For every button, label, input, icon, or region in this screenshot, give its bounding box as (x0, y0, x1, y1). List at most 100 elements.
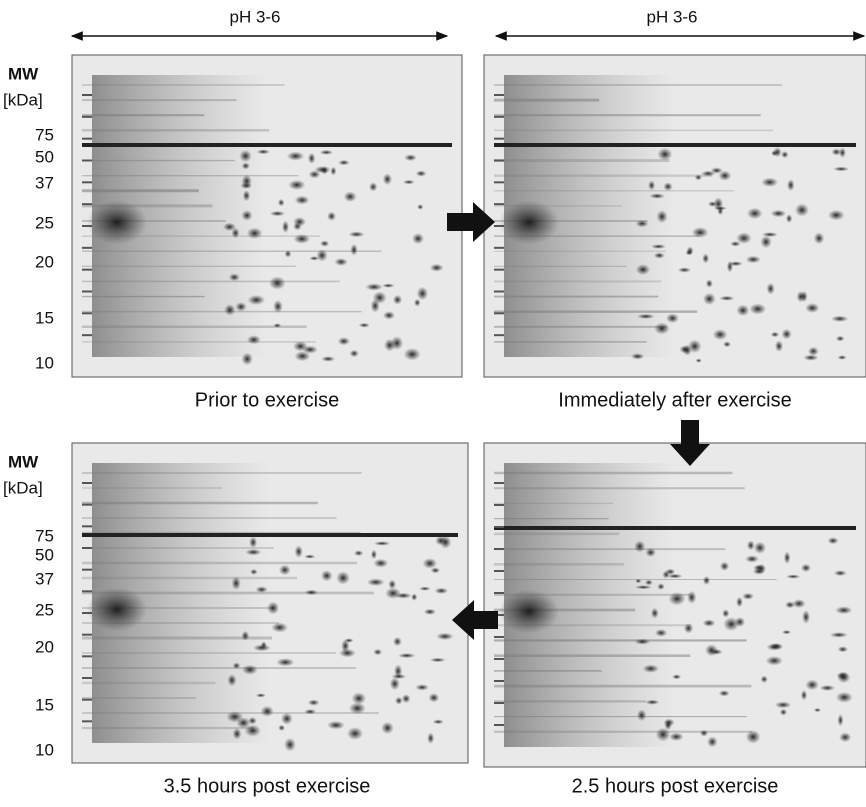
spot (278, 724, 286, 731)
spot (365, 283, 383, 291)
band (82, 533, 458, 537)
spot (231, 227, 240, 239)
spot (760, 235, 772, 249)
spot (833, 570, 847, 577)
spot (232, 662, 241, 669)
spot (227, 674, 237, 687)
spot (663, 182, 673, 192)
spot (304, 709, 317, 715)
spot (712, 329, 728, 341)
spot (245, 548, 262, 556)
spot (294, 545, 303, 558)
spot (314, 165, 331, 174)
spot (288, 179, 306, 191)
blob (499, 200, 559, 245)
caption: Immediately after exercise (558, 389, 791, 411)
spot (389, 677, 400, 691)
blob (87, 587, 147, 632)
spot (769, 642, 783, 650)
spot (330, 166, 337, 176)
spot (373, 541, 391, 546)
spot (838, 147, 847, 158)
spot (782, 630, 792, 635)
spot (282, 220, 289, 234)
spot (713, 206, 727, 211)
spot (802, 610, 811, 624)
spot (831, 148, 842, 156)
spot (248, 716, 257, 725)
spot (702, 576, 711, 585)
spot (707, 736, 718, 748)
mw-marker: 50 (35, 147, 54, 166)
spot (416, 286, 429, 301)
spot (800, 563, 812, 573)
spot (702, 292, 716, 305)
spot (415, 170, 427, 177)
spot (766, 282, 775, 295)
spot (321, 356, 336, 362)
spot (307, 699, 320, 706)
spot (241, 352, 253, 366)
spot (294, 351, 311, 362)
spot (277, 198, 285, 207)
spot (373, 558, 389, 568)
spot (428, 693, 440, 703)
mw-title: MW (8, 64, 39, 83)
mw-unit: [kDa] (3, 478, 43, 497)
spot (805, 303, 820, 313)
spot (273, 323, 282, 328)
spot (249, 536, 258, 549)
spot (807, 346, 819, 356)
spot (745, 729, 761, 744)
spot (341, 639, 350, 653)
spot (722, 609, 730, 618)
mw-marker: 37 (35, 569, 54, 588)
spot (718, 170, 732, 181)
spot (384, 338, 396, 352)
spot (247, 294, 266, 306)
spot (695, 358, 702, 363)
spot (642, 664, 659, 673)
spot (837, 714, 844, 727)
spot (403, 347, 421, 361)
spot (302, 345, 318, 354)
spot (412, 233, 425, 245)
mw-marker: 15 (35, 308, 54, 327)
spot (239, 149, 252, 163)
spot (348, 231, 365, 238)
spot (337, 337, 350, 346)
spot (267, 601, 280, 615)
spot (430, 567, 441, 574)
spot (833, 166, 850, 172)
spot (284, 737, 296, 752)
spot (668, 591, 686, 606)
spot (307, 152, 316, 164)
spot (394, 592, 412, 599)
mw-marker: 75 (35, 526, 54, 545)
spot (654, 629, 668, 637)
spot (413, 298, 421, 307)
spot (423, 608, 437, 615)
ph-label: pH 3-6 (229, 7, 280, 26)
spot (813, 707, 821, 713)
spot (255, 586, 268, 593)
spot (368, 182, 378, 192)
spot (286, 151, 305, 161)
spot (645, 699, 660, 705)
gel (483, 442, 866, 768)
mw-marker: 20 (35, 252, 54, 271)
spot (683, 623, 694, 634)
spot (439, 535, 452, 549)
spot (246, 227, 263, 239)
spot (669, 732, 684, 741)
spot (723, 341, 732, 348)
caption: Prior to exercise (195, 389, 340, 411)
spot (358, 322, 370, 328)
spot (786, 179, 795, 192)
spot (373, 648, 383, 656)
spot (708, 201, 717, 207)
spot (781, 151, 789, 159)
spot (381, 283, 395, 288)
spot (785, 574, 801, 579)
spot (685, 250, 693, 256)
